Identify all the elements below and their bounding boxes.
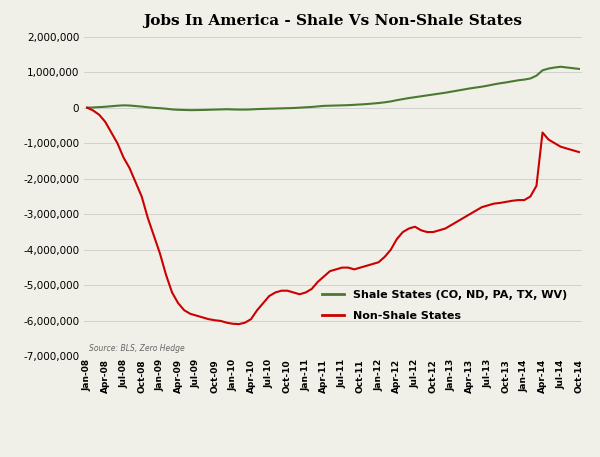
Title: Jobs In America - Shale Vs Non-Shale States: Jobs In America - Shale Vs Non-Shale Sta… [143, 15, 523, 28]
Text: Source: BLS, Zero Hedge: Source: BLS, Zero Hedge [89, 344, 185, 353]
Legend: Shale States (CO, ND, PA, TX, WV), Non-Shale States: Shale States (CO, ND, PA, TX, WV), Non-S… [317, 285, 571, 325]
